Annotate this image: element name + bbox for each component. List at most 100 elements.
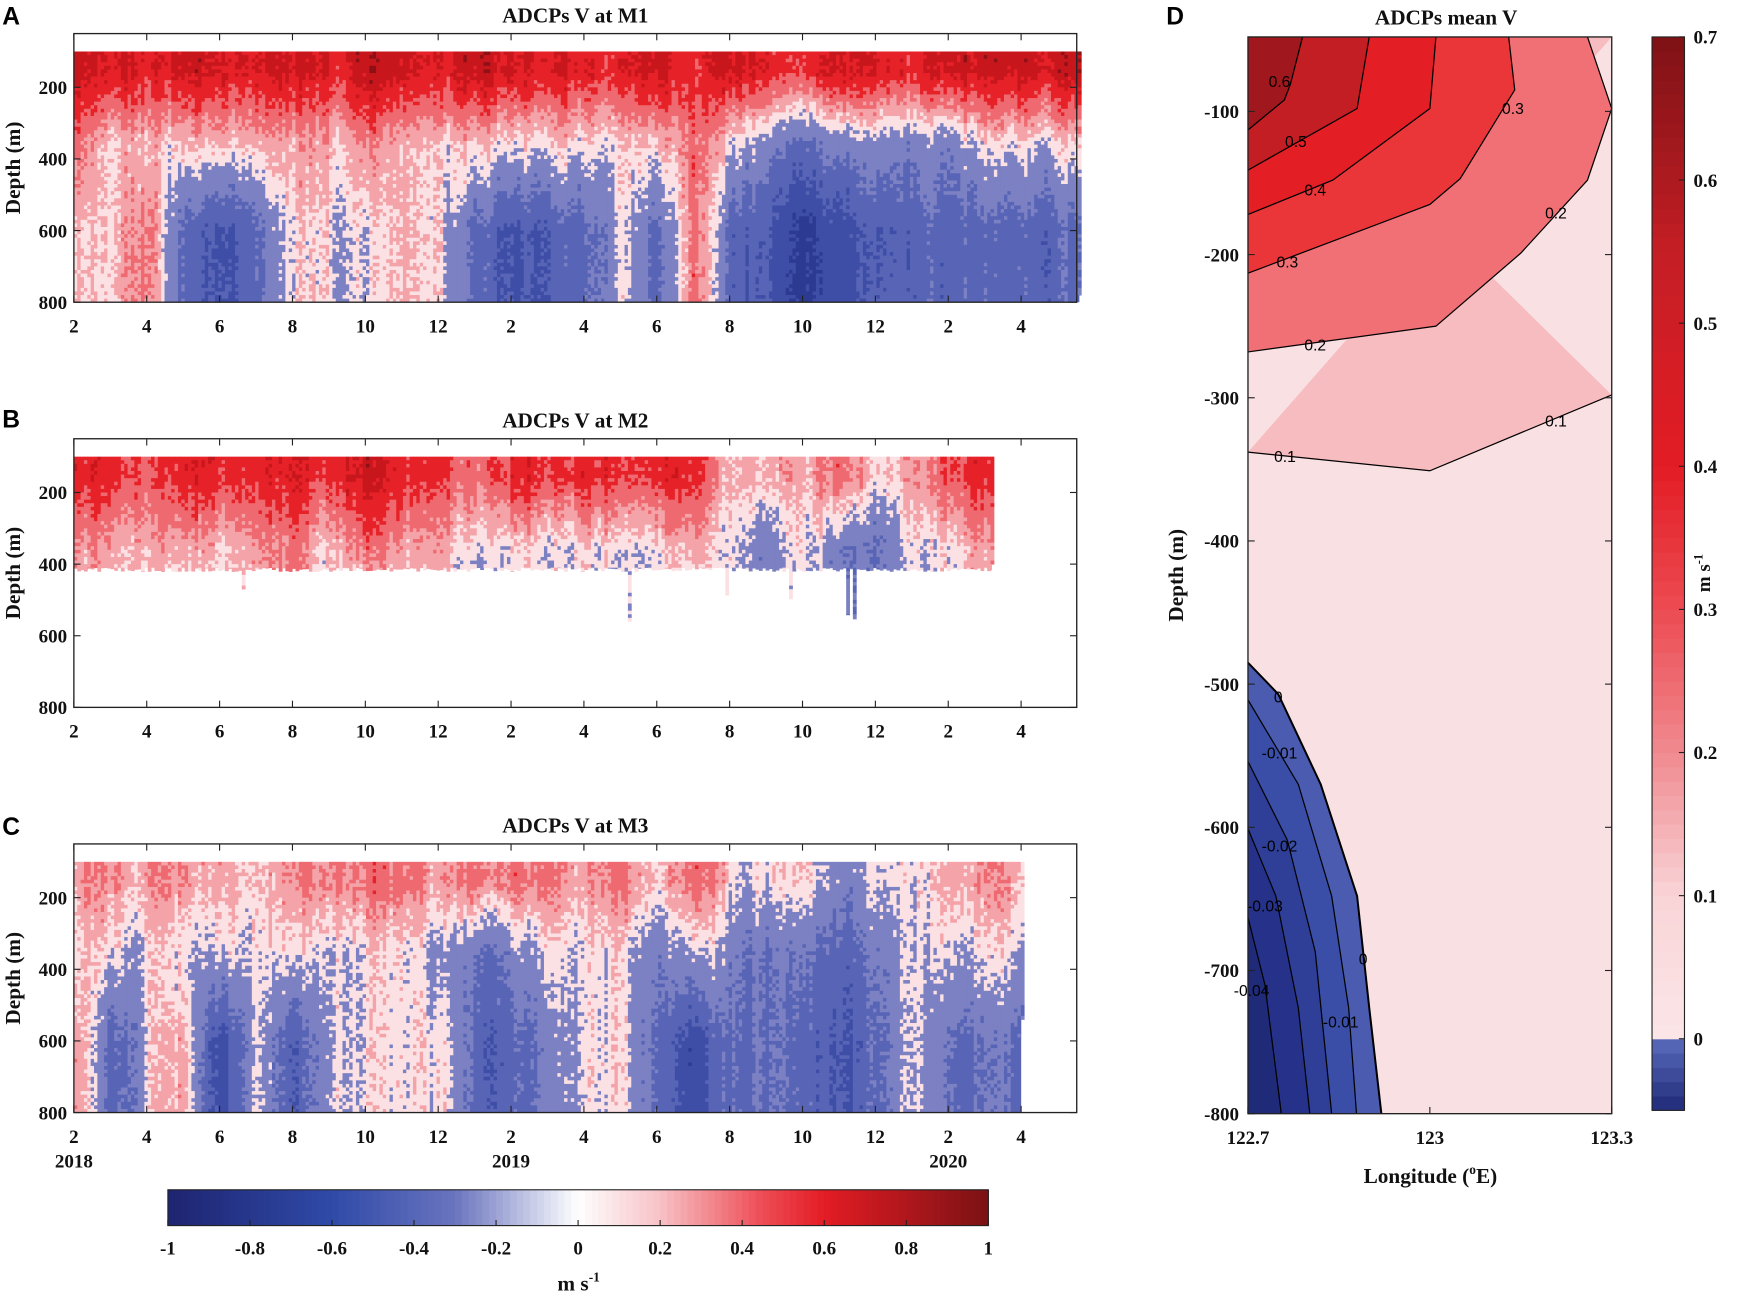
heatmap-cell xyxy=(822,115,827,120)
heatmap-cell xyxy=(204,162,209,196)
heatmap-cell xyxy=(691,173,696,178)
heatmap-cell xyxy=(617,187,622,192)
heatmap-cell xyxy=(164,226,169,235)
heatmap-cell xyxy=(748,72,753,78)
heatmap-cell xyxy=(819,269,824,275)
heatmap-cell xyxy=(87,241,92,246)
heatmap-cell xyxy=(292,101,296,113)
heatmap-cell xyxy=(627,230,632,235)
heatmap-cell xyxy=(365,108,370,117)
heatmap-cell xyxy=(157,259,162,271)
heatmap-cell xyxy=(651,166,656,203)
heatmap-cell xyxy=(365,259,370,267)
heatmap-cell xyxy=(768,230,773,235)
heatmap-cell xyxy=(500,72,505,88)
heatmap-cell xyxy=(698,133,703,138)
heatmap-cell xyxy=(171,148,176,153)
heatmap-cell xyxy=(731,126,736,135)
heatmap-cell xyxy=(661,269,666,282)
heatmap-cell xyxy=(590,248,595,253)
heatmap-cell xyxy=(473,158,478,167)
heatmap-cell xyxy=(701,295,706,300)
heatmap-cell xyxy=(611,76,615,85)
heatmap-cell xyxy=(258,230,263,303)
heatmap-cell xyxy=(288,144,293,153)
heatmap-cell xyxy=(73,119,78,128)
heatmap-cell xyxy=(731,252,736,257)
heatmap-cell xyxy=(456,141,461,149)
heatmap-cell xyxy=(735,158,740,167)
heatmap-cell xyxy=(691,169,696,174)
heatmap-cell xyxy=(416,230,421,239)
heatmap-cell xyxy=(496,180,501,192)
heatmap-cell xyxy=(399,58,404,67)
heatmap-cell xyxy=(295,248,300,260)
heatmap-cell xyxy=(510,51,515,63)
heatmap-cell xyxy=(627,123,632,128)
heatmap-cell xyxy=(376,51,380,60)
heatmap-cell xyxy=(792,273,797,296)
heatmap-cell xyxy=(365,226,370,235)
heatmap-cell xyxy=(382,248,387,267)
heatmap-cell xyxy=(587,83,592,88)
heatmap-cell xyxy=(335,126,340,167)
heatmap-cell xyxy=(443,51,448,88)
heatmap-cell xyxy=(547,115,552,138)
heatmap-cell xyxy=(688,115,693,120)
heatmap-cell xyxy=(758,51,763,60)
heatmap-cell xyxy=(745,244,750,267)
heatmap-cell xyxy=(117,298,122,303)
heatmap-cell xyxy=(893,234,897,260)
heatmap-cell xyxy=(496,51,501,63)
heatmap-cell xyxy=(94,216,98,221)
heatmap-cell xyxy=(782,94,787,113)
heatmap-cell xyxy=(893,80,897,95)
heatmap-cell xyxy=(154,83,159,103)
heatmap-cell xyxy=(587,241,592,246)
heatmap-cell xyxy=(802,180,807,210)
heatmap-cell xyxy=(335,241,340,246)
heatmap-cell xyxy=(191,80,196,85)
heatmap-cell xyxy=(543,226,548,232)
heatmap-cell xyxy=(772,76,777,92)
heatmap-cell xyxy=(426,284,431,300)
heatmap-cell xyxy=(265,169,270,199)
heatmap-cell xyxy=(826,72,830,78)
heatmap-cell xyxy=(537,295,542,300)
heatmap-cell xyxy=(715,173,720,178)
heatmap-cell xyxy=(473,166,478,199)
heatmap-cell xyxy=(409,291,414,296)
heatmap-cell xyxy=(762,119,767,124)
heatmap-cell xyxy=(332,148,337,156)
heatmap-cell xyxy=(396,51,401,85)
heatmap-cell xyxy=(127,123,132,128)
heatmap-cell xyxy=(624,205,629,210)
heatmap-cell xyxy=(634,198,639,214)
heatmap-cell xyxy=(567,205,572,210)
heatmap-cell xyxy=(392,287,397,292)
heatmap-cell xyxy=(876,137,881,171)
heatmap-cell xyxy=(698,69,703,74)
heatmap-cell xyxy=(245,119,249,128)
heatmap-cell xyxy=(322,259,327,271)
heatmap-cell xyxy=(376,223,380,228)
heatmap-cell xyxy=(359,205,364,214)
heatmap-cell xyxy=(308,212,313,221)
heatmap-cell xyxy=(97,126,102,149)
heatmap-cell xyxy=(382,244,387,249)
heatmap-cell xyxy=(399,173,404,178)
heatmap-cell xyxy=(110,158,115,163)
heatmap-cell xyxy=(701,51,706,56)
heatmap-cell xyxy=(641,194,646,199)
heatmap-cell xyxy=(873,187,877,192)
heatmap-cell xyxy=(147,162,152,199)
heatmap-cell xyxy=(540,237,545,242)
heatmap-cell xyxy=(738,155,743,160)
heatmap-cell xyxy=(120,223,125,228)
heatmap-cell xyxy=(829,112,834,120)
heatmap-cell xyxy=(416,266,421,275)
heatmap-cell xyxy=(758,58,763,63)
heatmap-cell xyxy=(167,108,172,128)
heatmap-cell xyxy=(144,284,149,292)
heatmap-cell xyxy=(268,101,273,106)
